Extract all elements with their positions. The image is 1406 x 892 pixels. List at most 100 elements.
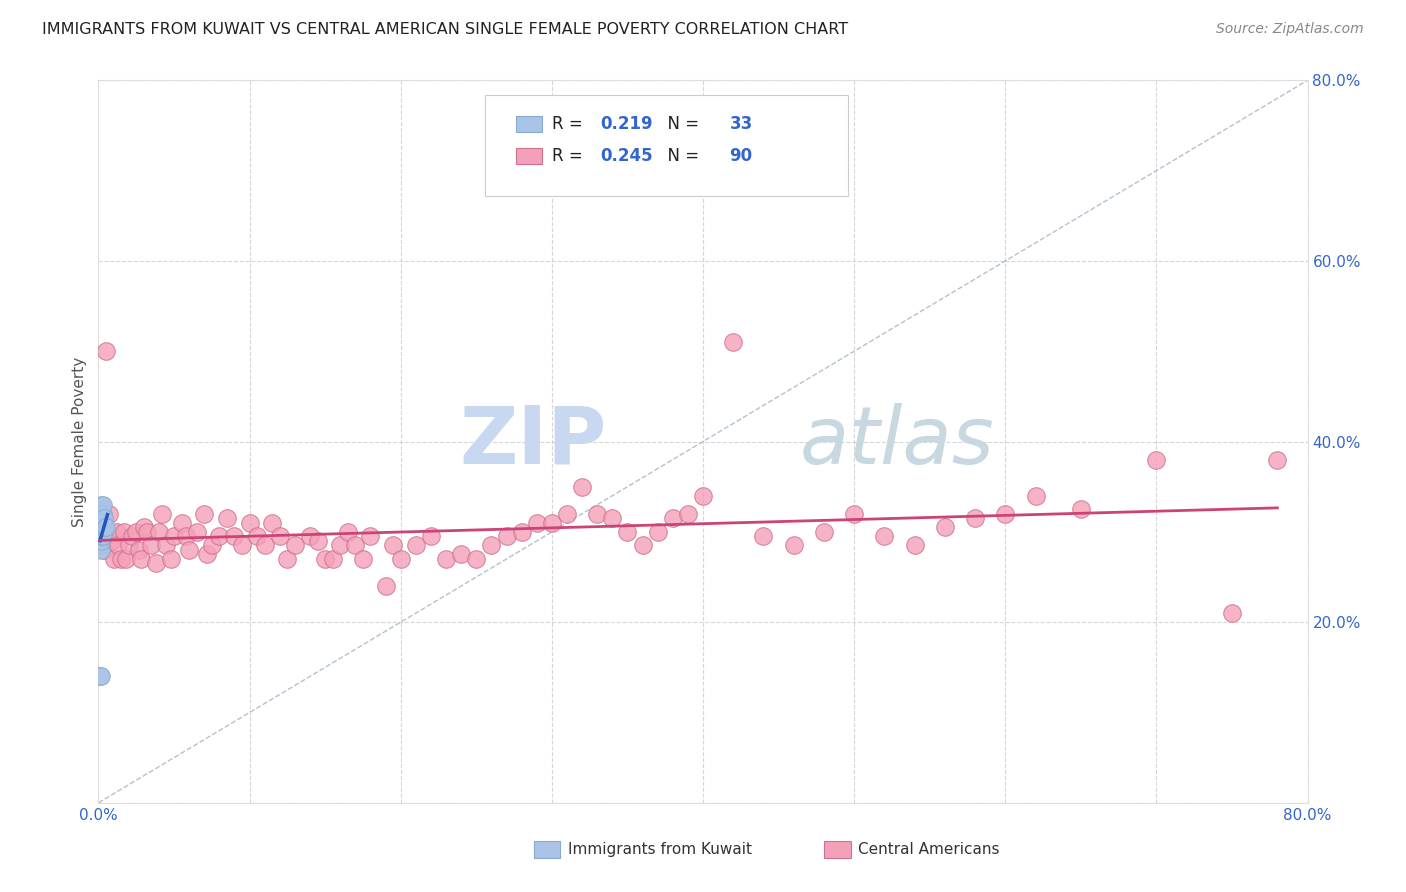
Point <box>98 507 121 521</box>
Point <box>110 552 132 566</box>
Point <box>90 669 112 683</box>
Text: Source: ZipAtlas.com: Source: ZipAtlas.com <box>1216 22 1364 37</box>
Text: Immigrants from Kuwait: Immigrants from Kuwait <box>568 842 752 857</box>
Point <box>813 524 835 539</box>
Point <box>526 516 548 530</box>
Point <box>307 533 329 548</box>
Point <box>450 548 472 562</box>
Point <box>90 498 112 512</box>
Point <box>934 520 956 534</box>
Point <box>616 524 638 539</box>
Point <box>89 507 111 521</box>
Point <box>873 529 896 543</box>
Point <box>91 507 114 521</box>
Point <box>262 516 284 530</box>
Point <box>329 538 352 552</box>
Point <box>89 524 111 539</box>
Point <box>193 507 215 521</box>
Point <box>118 538 141 552</box>
Text: 0.245: 0.245 <box>600 147 652 165</box>
Point <box>434 552 457 566</box>
Point <box>195 548 218 562</box>
Text: N =: N = <box>657 147 704 165</box>
Point <box>352 552 374 566</box>
Point <box>284 538 307 552</box>
Point <box>100 533 122 548</box>
Point <box>89 520 111 534</box>
Text: IMMIGRANTS FROM KUWAIT VS CENTRAL AMERICAN SINGLE FEMALE POVERTY CORRELATION CHA: IMMIGRANTS FROM KUWAIT VS CENTRAL AMERIC… <box>42 22 848 37</box>
Point <box>90 524 112 539</box>
Y-axis label: Single Female Poverty: Single Female Poverty <box>72 357 87 526</box>
Text: R =: R = <box>553 115 588 133</box>
Point <box>128 542 150 557</box>
Point <box>163 529 186 543</box>
Point <box>125 524 148 539</box>
Point <box>93 520 115 534</box>
Point <box>994 507 1017 521</box>
Point <box>141 538 163 552</box>
Point <box>571 480 593 494</box>
Point <box>186 524 208 539</box>
Point <box>752 529 775 543</box>
Point <box>103 552 125 566</box>
Point <box>253 538 276 552</box>
Point <box>299 529 322 543</box>
Text: atlas: atlas <box>800 402 994 481</box>
Point <box>481 538 503 552</box>
Point <box>965 511 987 525</box>
Point <box>201 538 224 552</box>
Point <box>90 524 112 539</box>
FancyBboxPatch shape <box>485 95 848 196</box>
Point <box>269 529 291 543</box>
Point <box>135 524 157 539</box>
FancyBboxPatch shape <box>534 841 561 858</box>
Point <box>246 529 269 543</box>
Point <box>94 520 117 534</box>
Point <box>676 507 699 521</box>
Point <box>783 538 806 552</box>
Point <box>360 529 382 543</box>
Point <box>215 511 238 525</box>
Point <box>89 669 111 683</box>
Point <box>132 520 155 534</box>
Point <box>89 520 111 534</box>
Point <box>145 557 167 571</box>
Point <box>160 552 183 566</box>
Point <box>322 552 344 566</box>
Point <box>93 511 115 525</box>
Point <box>89 529 111 543</box>
Point <box>89 502 111 516</box>
Point <box>510 524 533 539</box>
Point <box>602 511 624 525</box>
Point <box>121 529 143 543</box>
Point <box>1220 606 1243 620</box>
Point <box>661 511 683 525</box>
Point <box>1070 502 1092 516</box>
Point <box>91 524 114 539</box>
Text: Central Americans: Central Americans <box>858 842 1000 857</box>
Point <box>336 524 359 539</box>
Point <box>555 507 578 521</box>
Point <box>94 344 117 359</box>
Point <box>405 538 427 552</box>
Point <box>148 524 170 539</box>
Point <box>112 524 135 539</box>
Point <box>631 538 654 552</box>
Text: R =: R = <box>553 147 588 165</box>
Point <box>344 538 367 552</box>
Point <box>723 335 745 350</box>
Point <box>91 524 114 539</box>
Point <box>150 507 173 521</box>
Text: 33: 33 <box>730 115 752 133</box>
Point <box>155 538 177 552</box>
Point <box>647 524 669 539</box>
Point <box>90 520 112 534</box>
Point <box>1024 489 1046 503</box>
Point <box>89 516 111 530</box>
Point <box>114 552 136 566</box>
Point <box>170 516 193 530</box>
Point <box>586 507 609 521</box>
Point <box>89 516 111 530</box>
Point <box>91 516 114 530</box>
FancyBboxPatch shape <box>516 116 543 132</box>
